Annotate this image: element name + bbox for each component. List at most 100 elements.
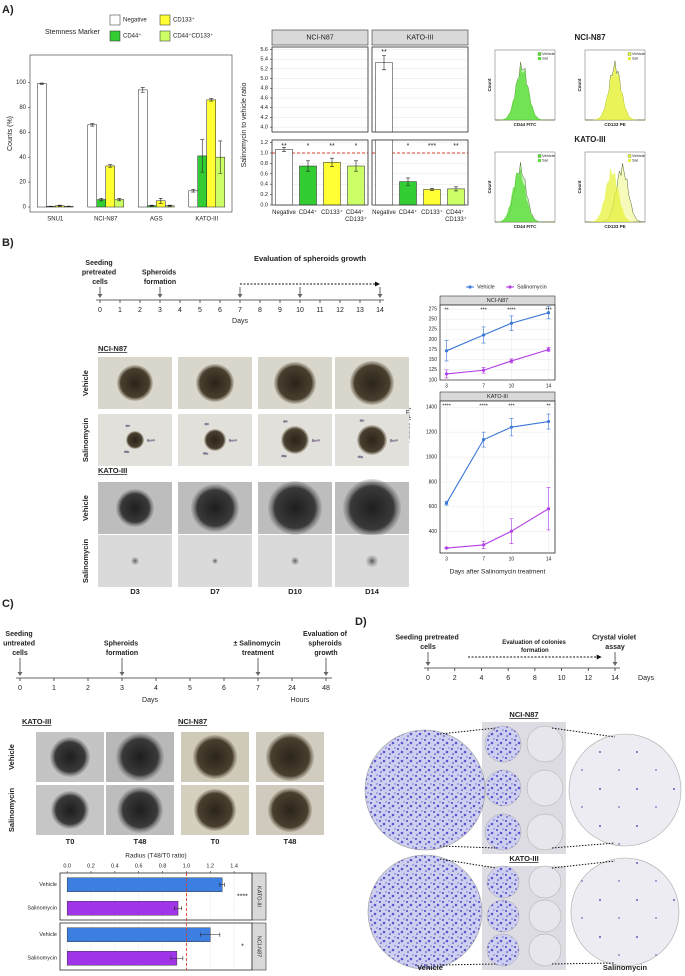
error-bar [167, 204, 172, 207]
arrow-head [425, 662, 431, 666]
arrow-head [297, 294, 303, 298]
photo-spheroid [191, 484, 239, 532]
timeline-tick-label: 12 [336, 307, 344, 314]
y-tick-label: Salinomycin [27, 906, 57, 912]
photo-spheroid [116, 733, 164, 781]
timeline-event-label: Spheroids formation [104, 640, 140, 657]
series-line [446, 349, 549, 375]
histogram-sal [585, 167, 645, 222]
point [509, 321, 514, 325]
point [546, 419, 551, 424]
connector [439, 963, 497, 966]
timeline-event-label: Seeding pretreated cells [82, 260, 118, 286]
panel-frame [271, 139, 369, 206]
well [528, 899, 562, 933]
panel-frame [371, 139, 469, 206]
timeline-tick-label: 2 [138, 307, 142, 314]
timeline-tick-label: 0 [426, 675, 430, 682]
legend-swatch [537, 154, 542, 158]
x-tick-label: 14 [546, 383, 552, 389]
y-tick-label: 1.0 [260, 150, 268, 156]
flow-legend: Sal [542, 56, 548, 61]
x-tick-label: CD44⁺ [399, 209, 418, 216]
y-tick-label: 5.6 [260, 47, 268, 53]
facet-strip [271, 29, 369, 46]
timeline-tick-label: 1 [118, 307, 122, 314]
column-label: T48 [284, 837, 297, 846]
well [528, 865, 562, 899]
arrow-head [97, 294, 103, 298]
bar [87, 124, 97, 208]
photo-cell [125, 450, 128, 453]
bar [375, 139, 393, 206]
error-bar [99, 197, 104, 202]
significance-label: *** [428, 143, 436, 150]
panel-frame [371, 46, 469, 133]
arrow-head [375, 281, 380, 287]
flow-legend: Vehicle [632, 51, 646, 56]
x-tick-label: 1.0 [183, 863, 191, 869]
x-tick-label: CD44⁺ [299, 209, 318, 216]
timeline-tick-label: 9 [278, 307, 282, 314]
well [526, 813, 564, 851]
x-tick-label: 14 [546, 556, 552, 562]
y-tick-label: 0.6 [260, 171, 268, 177]
photo-spheroid [204, 429, 226, 451]
significance-label: *** [508, 403, 515, 409]
timeline-range-label: Evaluation of colonies formation [502, 640, 567, 654]
flow-x-label: CD44 FITC [514, 122, 538, 127]
photo-spheroid [274, 362, 316, 404]
row-label: Vehicle [81, 370, 90, 396]
y-tick-label: 800 [429, 479, 438, 485]
significance-label: ** [453, 143, 459, 150]
y-tick-label: 40 [19, 155, 26, 161]
timeline-tick-label: 10 [558, 675, 566, 682]
well [526, 769, 564, 807]
x-tick-label: SNU1 [47, 217, 64, 223]
legend-swatch [109, 14, 121, 26]
photo-cell [362, 419, 365, 422]
error-bar [174, 906, 182, 911]
plate-salinomycin [570, 857, 680, 967]
y-tick-label: 1400 [426, 405, 437, 411]
x-tick-label: 7 [482, 556, 485, 562]
timeline-event-label: Seeding untreated cells [3, 631, 37, 657]
timeline-event-label: Evaluation of spheroids growth [303, 631, 349, 657]
y-tick-label: 80 [19, 105, 26, 111]
photo-cell [127, 450, 130, 454]
photo-spheroid [50, 737, 90, 777]
photo-spheroid [131, 557, 139, 565]
y-tick-label: 225 [429, 327, 438, 333]
well [484, 725, 522, 763]
point [481, 543, 486, 547]
column-label: D14 [365, 587, 380, 596]
error-bar [306, 160, 310, 172]
legend-swatch [159, 30, 171, 42]
error-bar [170, 956, 184, 961]
x-tick-label: 0.4 [111, 863, 119, 869]
legend-label: CD44⁺CD133⁺ [173, 33, 213, 40]
well [486, 865, 520, 899]
y-tick-label: 0.2 [260, 192, 268, 198]
legend-swatch [538, 57, 541, 60]
panel-frame [439, 400, 556, 554]
x-tick-label: 3 [445, 383, 448, 389]
y-tick-label: 0.8 [260, 161, 268, 167]
histogram-sal [585, 64, 645, 120]
panel-frame [59, 922, 253, 971]
photo-cell [359, 419, 362, 422]
point [509, 529, 514, 533]
photo-spheroid [266, 733, 314, 781]
arrow-head [323, 672, 329, 676]
error-bar [219, 882, 225, 887]
y-tick-label: 4.4 [260, 105, 268, 111]
y-tick-label: 4.0 [260, 125, 268, 131]
flow-legend: Sal [542, 158, 548, 163]
column-label: D3 [130, 587, 140, 596]
row-label: Vehicle [7, 744, 16, 770]
timeline-tick-label: 4 [154, 685, 158, 692]
error-bar [209, 98, 214, 102]
row-label: Salinomycin [7, 787, 16, 832]
